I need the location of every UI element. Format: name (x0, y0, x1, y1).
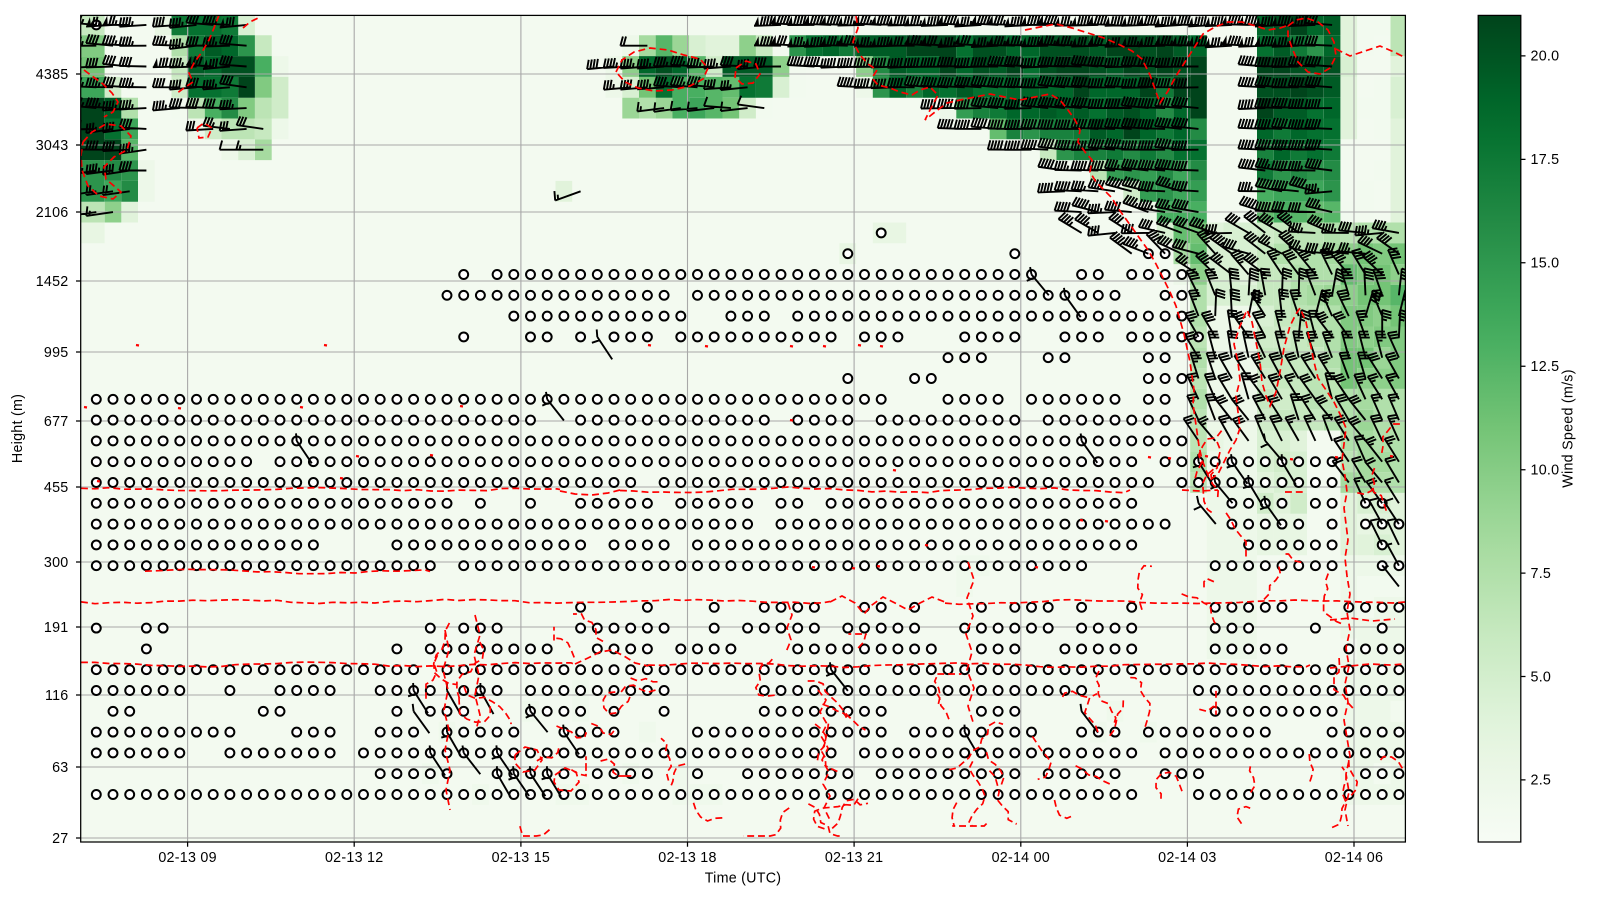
svg-text:Height (m): Height (m) (10, 394, 26, 463)
svg-text:2.5: 2.5 (1531, 773, 1552, 789)
svg-text:02-14 03: 02-14 03 (1158, 850, 1216, 866)
svg-text:17.5: 17.5 (1531, 152, 1560, 168)
svg-text:12.5: 12.5 (1531, 359, 1560, 375)
svg-text:02-14 00: 02-14 00 (992, 850, 1050, 866)
svg-text:02-13 21: 02-13 21 (825, 850, 883, 866)
svg-text:1452: 1452 (36, 274, 69, 290)
svg-text:02-13 18: 02-13 18 (658, 850, 716, 866)
svg-text:02-13 09: 02-13 09 (158, 850, 216, 866)
svg-text:15.0: 15.0 (1531, 256, 1560, 272)
svg-text:2106: 2106 (36, 205, 69, 221)
svg-text:300: 300 (44, 555, 69, 571)
svg-text:20.0: 20.0 (1531, 49, 1560, 65)
svg-text:455: 455 (44, 480, 69, 496)
svg-text:10.0: 10.0 (1531, 463, 1560, 479)
svg-text:677: 677 (44, 414, 69, 430)
svg-text:191: 191 (44, 620, 69, 636)
svg-text:02-13 12: 02-13 12 (325, 850, 383, 866)
svg-text:4385: 4385 (36, 67, 69, 83)
svg-text:27: 27 (52, 831, 68, 847)
svg-text:63: 63 (52, 760, 68, 776)
svg-text:02-13 15: 02-13 15 (492, 850, 550, 866)
svg-text:02-14 06: 02-14 06 (1325, 850, 1383, 866)
svg-text:Wind Speed (m/s): Wind Speed (m/s) (1561, 369, 1577, 487)
svg-text:3043: 3043 (36, 138, 69, 154)
svg-text:5.0: 5.0 (1531, 669, 1552, 685)
svg-text:995: 995 (44, 345, 69, 361)
svg-text:7.5: 7.5 (1531, 566, 1552, 582)
svg-text:Time (UTC): Time (UTC) (705, 871, 782, 887)
svg-text:116: 116 (45, 688, 69, 704)
